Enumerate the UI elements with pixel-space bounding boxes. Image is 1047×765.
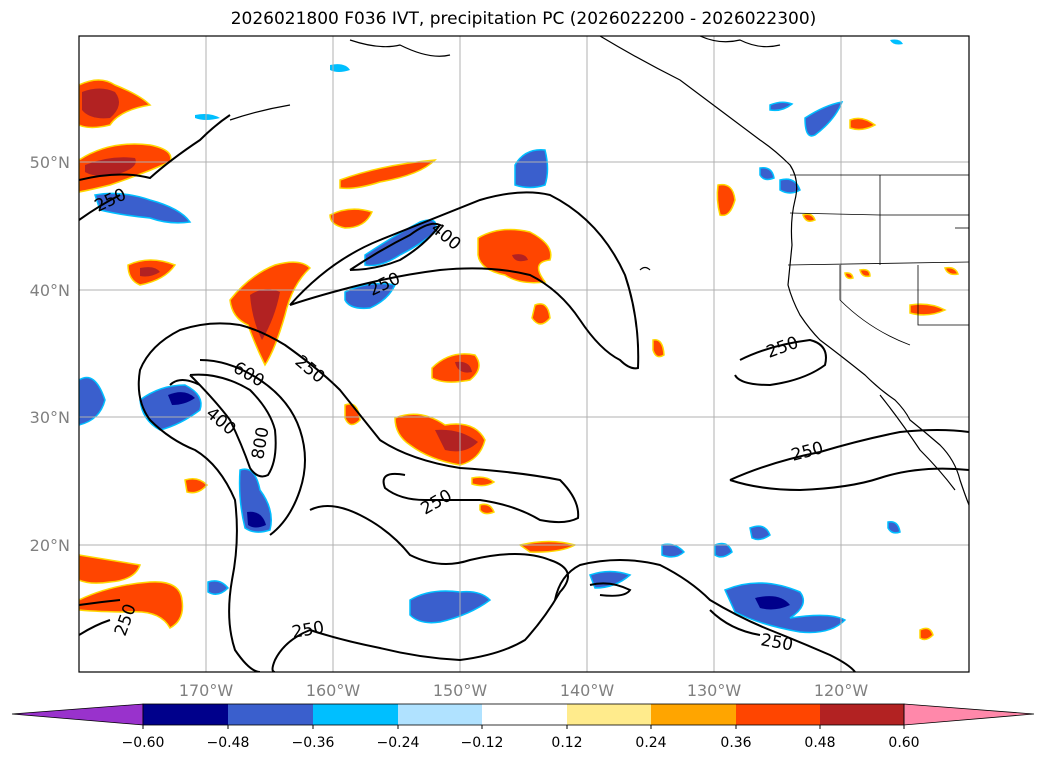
colorbar-segment [143, 704, 228, 725]
colorbar-segment [567, 704, 651, 725]
lon-label: 160°W [306, 681, 361, 700]
map-panel: 250 400 250 250 600 400 800 250 250 250 … [79, 36, 969, 672]
ivt-contours [79, 114, 969, 672]
lon-label: 120°W [814, 681, 869, 700]
precip-negative-areas [79, 39, 903, 634]
colorbar-segment [651, 704, 736, 725]
colorbar-tick: 0.60 [888, 735, 919, 751]
lon-label: 170°W [179, 681, 234, 700]
lat-label: 50°N [30, 153, 70, 172]
latitude-labels: 50°N 40°N 30°N 20°N [30, 153, 70, 555]
lon-label: 150°W [433, 681, 488, 700]
colorbar-tick: −0.24 [377, 735, 420, 751]
colorbar-segment [820, 704, 904, 725]
colorbar-tick: −0.36 [292, 735, 335, 751]
colorbar-segment [736, 704, 820, 725]
colorbar-tick: −0.12 [461, 735, 504, 751]
map-frame [78, 35, 970, 673]
colorbar-segment [313, 704, 398, 725]
longitude-labels: 170°W 160°W 150°W 140°W 130°W 120°W [179, 681, 869, 700]
lat-label: 30°N [30, 408, 70, 427]
colorbar-tick: −0.48 [207, 735, 250, 751]
precip-positive-areas [79, 79, 960, 641]
lon-label: 140°W [560, 681, 615, 700]
colorbar-segment [398, 704, 482, 725]
lat-label: 20°N [30, 536, 70, 555]
colorbar-extend-high [903, 703, 1035, 726]
lat-label: 40°N [30, 281, 70, 300]
colorbar: −0.60 −0.48 −0.36 −0.24 −0.12 0.12 0.24 … [11, 703, 1035, 751]
colorbar-tick: 0.24 [635, 735, 666, 751]
state-borders [787, 174, 969, 346]
colorbar-tick: −0.60 [122, 735, 165, 751]
map-title: 2026021800 F036 IVT, precipitation PC (2… [230, 9, 817, 29]
colorbar-tick: 0.12 [551, 735, 582, 751]
lon-label: 130°W [687, 681, 742, 700]
gridlines [79, 36, 969, 672]
colorbar-extend-low [11, 703, 144, 726]
colorbar-tick: 0.48 [804, 735, 835, 751]
colorbar-segment [482, 704, 567, 725]
colorbar-segment [228, 704, 313, 725]
colorbar-tick: 0.36 [720, 735, 751, 751]
